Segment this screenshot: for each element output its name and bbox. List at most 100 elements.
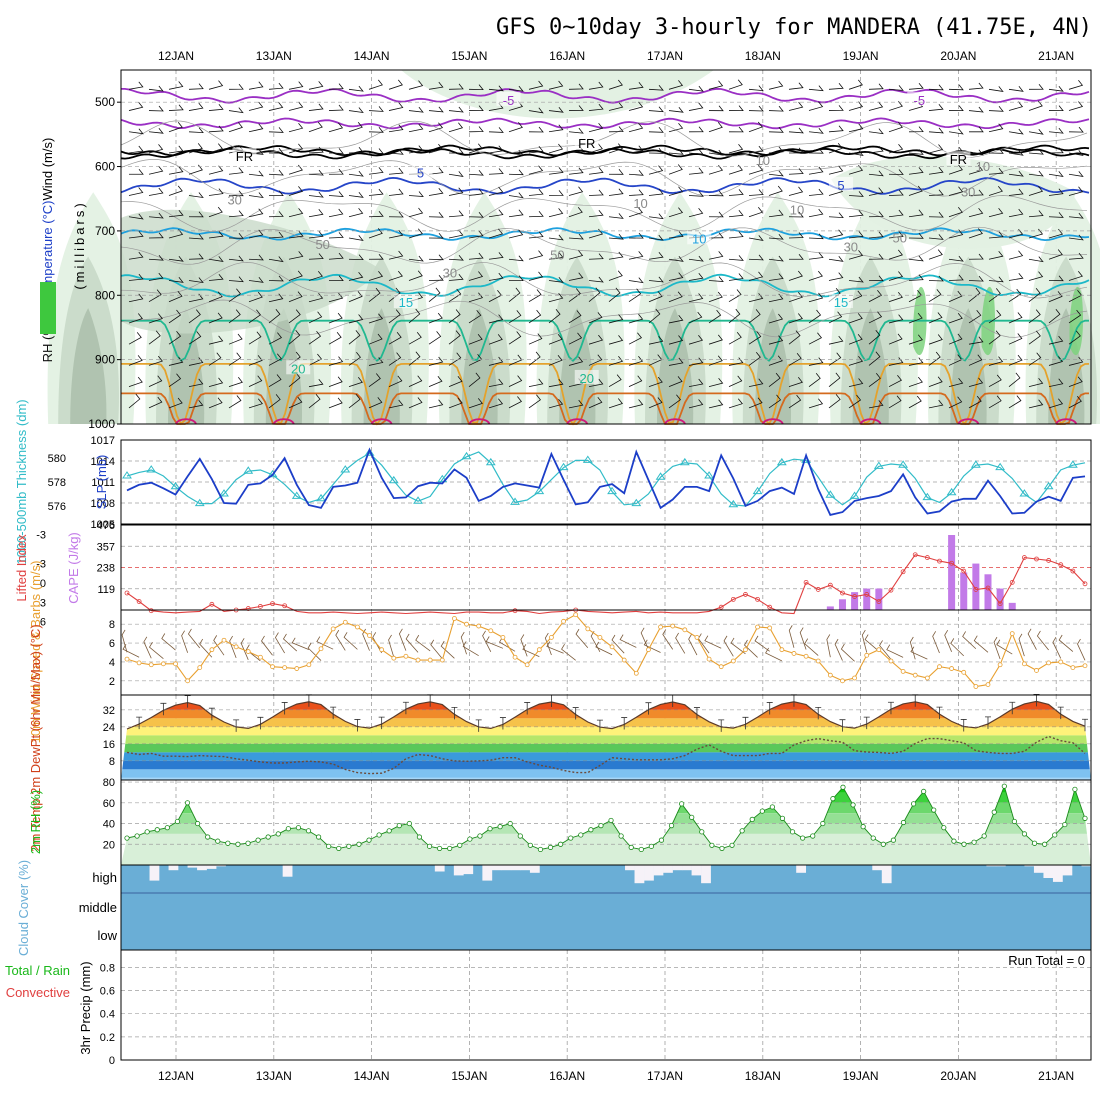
wind-barb — [288, 101, 304, 111]
wind-barb — [708, 122, 723, 133]
wind-barb — [668, 335, 684, 345]
wind-barb — [608, 233, 624, 240]
wind-barb — [528, 146, 544, 154]
upper-air-panel: -5 -5 FR FR FR 5 5 10 15 15 20 20 30 50 30 50 10 10 30 50 10… — [40, 69, 1100, 431]
wind-barb — [988, 309, 1002, 324]
temperature-isotherm — [120, 147, 1090, 160]
temperature-isotherm-hot — [859, 418, 882, 425]
rh-label: 50 — [550, 247, 564, 262]
wind-barb — [308, 231, 324, 239]
wind-barb — [468, 188, 484, 196]
wind-barb — [248, 309, 261, 324]
wind-barb — [308, 378, 324, 388]
top-date-label: 18JAN — [745, 49, 781, 63]
wind-barb — [268, 293, 284, 303]
lifted-index-marker — [124, 590, 130, 596]
slp-thickness-panel: 1017 1014 1011 1008 1005 580 578 576 1000-500mb … — [14, 399, 1092, 565]
rh-marker — [467, 836, 473, 842]
surface-wind-barb — [662, 629, 674, 650]
lifted-index-marker — [512, 608, 518, 614]
thickness-marker — [510, 497, 520, 505]
temperature-isotherm-hot — [272, 418, 295, 425]
wind-speed-marker — [949, 666, 955, 671]
thickness-marker — [995, 462, 1006, 471]
wind-barb — [408, 397, 423, 409]
wind-barb — [428, 312, 443, 324]
surface-wind-barb — [993, 636, 1001, 660]
cloud-high-gap — [168, 865, 179, 871]
surface-wind-barb — [546, 641, 564, 654]
wind-barb — [1068, 212, 1084, 219]
wind-barb — [408, 145, 424, 154]
wind-barb — [908, 395, 922, 409]
surface-wind-barb — [765, 647, 783, 662]
wind-barb — [548, 333, 563, 345]
wind-barb — [1008, 272, 1024, 281]
temp-minmax-bar — [887, 701, 894, 715]
slp-frame — [120, 439, 1092, 525]
rh2m-ylabel: 2m RH (%) — [28, 790, 43, 854]
wind-barb — [748, 397, 763, 409]
wind-barb — [928, 127, 944, 134]
thickness-marker — [776, 457, 787, 466]
wind-barb — [168, 185, 183, 196]
wind-speed-marker — [476, 623, 482, 629]
temp-minmax-bar — [451, 706, 458, 720]
wind-speed-marker — [233, 644, 239, 650]
surface-wind-barb — [405, 633, 419, 653]
cloud-high-gap — [672, 865, 683, 871]
wind-barb — [288, 270, 303, 281]
surface-wind-barb — [1018, 633, 1025, 657]
wind-barb — [868, 101, 884, 111]
wind-barb — [688, 102, 704, 111]
rh-marker — [769, 804, 775, 810]
wind-barb — [348, 291, 363, 303]
wind-barb — [368, 333, 383, 345]
wind-barb — [308, 253, 324, 260]
thickness-marker — [340, 465, 351, 473]
slp-tick-label: 1017 — [91, 435, 115, 447]
lifted-index-marker — [985, 585, 991, 591]
rh-shading-upper-right — [831, 156, 1076, 249]
rh-marker — [648, 843, 654, 849]
thickness-marker — [316, 493, 326, 502]
wind-speed-marker — [306, 662, 312, 668]
wind-barb — [208, 80, 224, 90]
wind-barb — [168, 309, 182, 324]
wind-barb — [388, 149, 404, 155]
wind-speed-marker — [767, 625, 773, 631]
wind-barb — [768, 273, 784, 281]
wind-barb — [428, 122, 444, 133]
cloud-cover-panel: high middle low Cloud Cover (%) — [16, 860, 1092, 956]
wind-barb — [928, 189, 944, 196]
wind-barb — [288, 81, 304, 90]
wind-barb — [148, 355, 163, 366]
temp-tick-label: 16 — [103, 739, 115, 751]
temperature-isotherm-hot — [468, 418, 491, 425]
wind-barb — [488, 127, 504, 133]
wind-speed-marker — [621, 657, 627, 663]
wind-speed-marker — [270, 664, 275, 670]
wind-barb — [528, 309, 542, 324]
wind-barb — [128, 231, 144, 239]
wind-barb — [548, 190, 564, 196]
rh-tick-label: 20 — [103, 839, 115, 851]
wind-barb — [208, 188, 224, 196]
wind-barb — [128, 376, 143, 388]
wind-barb — [128, 313, 143, 324]
wind-barb — [528, 126, 544, 133]
wind-barb — [928, 312, 943, 324]
surface-wind-barb — [415, 634, 431, 652]
wind-barb — [308, 191, 324, 198]
wind-barb — [368, 373, 381, 387]
cloud-high-gap — [149, 865, 160, 881]
surface-wind-barb — [482, 630, 492, 652]
thickness-marker — [679, 457, 690, 466]
temp-ylabel: 2m Temp 2m DewPt (6hr Min/Max) (°C) — [28, 624, 43, 851]
lifted-index-marker — [888, 587, 894, 593]
lifted-index-marker — [245, 606, 251, 611]
wind-barb — [968, 165, 984, 175]
wind-barb — [1028, 256, 1044, 263]
wind-speed-marker — [609, 644, 615, 650]
precip-tick-label: 0.8 — [100, 962, 115, 974]
